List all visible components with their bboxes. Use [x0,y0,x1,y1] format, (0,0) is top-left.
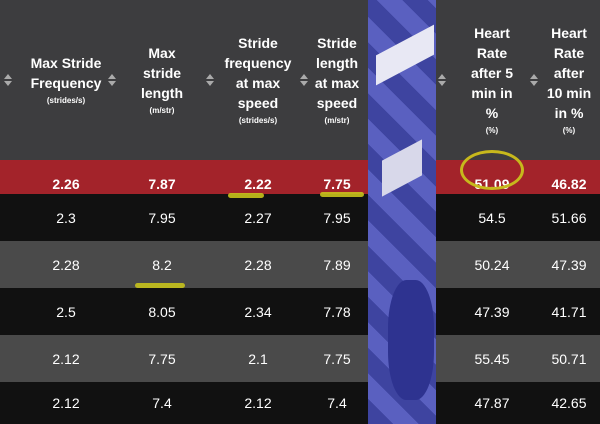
table-header: Heart Rate after 5 min in % (%) Heart Ra… [436,0,600,160]
table-cell: 50.24 [474,256,510,273]
table-cell: 47.87 [474,395,510,411]
column-header[interactable]: Heart Rate after 5 min in % (%) [450,0,534,160]
table-cell: 7.95 [323,209,351,226]
column-title: Max Stride Frequency [30,55,102,91]
table-cell: 42.65 [551,395,587,411]
table-cell: 7.89 [323,256,351,273]
column-unit: (m/str) [324,116,350,125]
table-row[interactable]: 50.24 47.39 [436,241,600,288]
table-cell: 55.45 [474,350,510,367]
highlighter-mark [320,192,364,197]
table-cell: 2.12 [244,395,272,411]
background-shape [382,139,422,197]
column-unit: (strides/s) [46,96,86,105]
column-header[interactable]: Stride frequency at max speed (strides/s… [214,0,302,160]
table-cell: 2.3 [56,209,76,226]
table-cell: 7.95 [148,209,176,226]
table-cell: 2.27 [244,209,272,226]
column-title: Stride frequency at max speed [224,35,292,111]
sort-icon[interactable] [206,72,214,88]
table-row[interactable]: 2.12 7.4 2.12 7.4 [0,382,368,424]
table-cell: 54.5 [478,209,506,226]
column-unit: (m/str) [149,106,175,115]
table-row[interactable]: 55.45 50.71 [436,335,600,382]
table-row[interactable]: 2.28 8.2 2.28 7.89 [0,241,368,288]
sort-icon[interactable] [108,72,116,88]
table-cell: 41.71 [551,303,587,320]
table-row[interactable]: 2.5 8.05 2.34 7.78 [0,288,368,335]
highlighter-mark [135,283,185,288]
table-row[interactable]: 2.12 7.75 2.1 7.75 [0,335,368,382]
column-header[interactable]: Stride length at max speed (m/str) [306,0,368,160]
table-cell: 7.4 [152,395,172,411]
heart-rate-table: Heart Rate after 5 min in % (%) Heart Ra… [436,0,600,424]
table-cell: 8.2 [152,256,172,273]
sort-icon[interactable] [438,72,446,88]
highlighter-circle [460,150,524,190]
table-row[interactable]: 47.39 41.71 [436,288,600,335]
table-cell: 2.22 [244,175,272,192]
table-cell: 7.75 [323,175,351,192]
column-unit: (strides/s) [238,116,278,125]
column-title: Heart Rate after 10 min in % [546,25,592,121]
column-header[interactable]: Max stride length (m/str) [118,0,206,160]
column-unit: (%) [562,126,576,135]
table-row[interactable]: 2.3 7.95 2.27 7.95 [0,194,368,241]
column-header[interactable]: Heart Rate after 10 min in % (%) [538,0,600,160]
highlighter-mark [228,193,264,198]
column-title: Max stride length [141,45,183,101]
table-cell: 47.39 [551,256,587,273]
sort-icon[interactable] [300,72,308,88]
column-header[interactable]: Max Stride Frequency (strides/s) [12,0,120,160]
table-cell: 7.4 [327,395,347,411]
table-cell: 50.71 [551,350,587,367]
table-row[interactable]: 47.87 42.65 [436,382,600,424]
table-cell: 8.05 [148,303,176,320]
column-title: Heart Rate after 5 min in % [470,25,514,121]
table-cell: 7.87 [148,175,176,192]
column-unit: (%) [485,126,499,135]
table-header: Max Stride Frequency (strides/s) Max str… [0,0,368,160]
background-shape [388,280,434,400]
stride-table: Max Stride Frequency (strides/s) Max str… [0,0,368,424]
table-cell: 2.5 [56,303,76,320]
table-cell: 47.39 [474,303,510,320]
table-cell: 51.66 [551,209,587,226]
column-title: Stride length at max speed [314,35,360,111]
table-cell: 7.75 [323,350,351,367]
table-cell: 2.1 [248,350,268,367]
table-cell: 7.75 [148,350,176,367]
sort-icon[interactable] [4,72,12,88]
table-cell: 7.78 [323,303,351,320]
table-cell: 2.34 [244,303,272,320]
table-cell: 2.26 [52,175,80,192]
sort-icon[interactable] [530,72,538,88]
background-shape [376,24,434,86]
table-cell: 46.82 [551,175,587,192]
table-cell: 2.12 [52,350,80,367]
background-image [368,0,436,424]
table-cell: 2.12 [52,395,80,411]
table-cell: 2.28 [52,256,80,273]
table-row[interactable]: 54.5 51.66 [436,194,600,241]
table-cell: 2.28 [244,256,272,273]
